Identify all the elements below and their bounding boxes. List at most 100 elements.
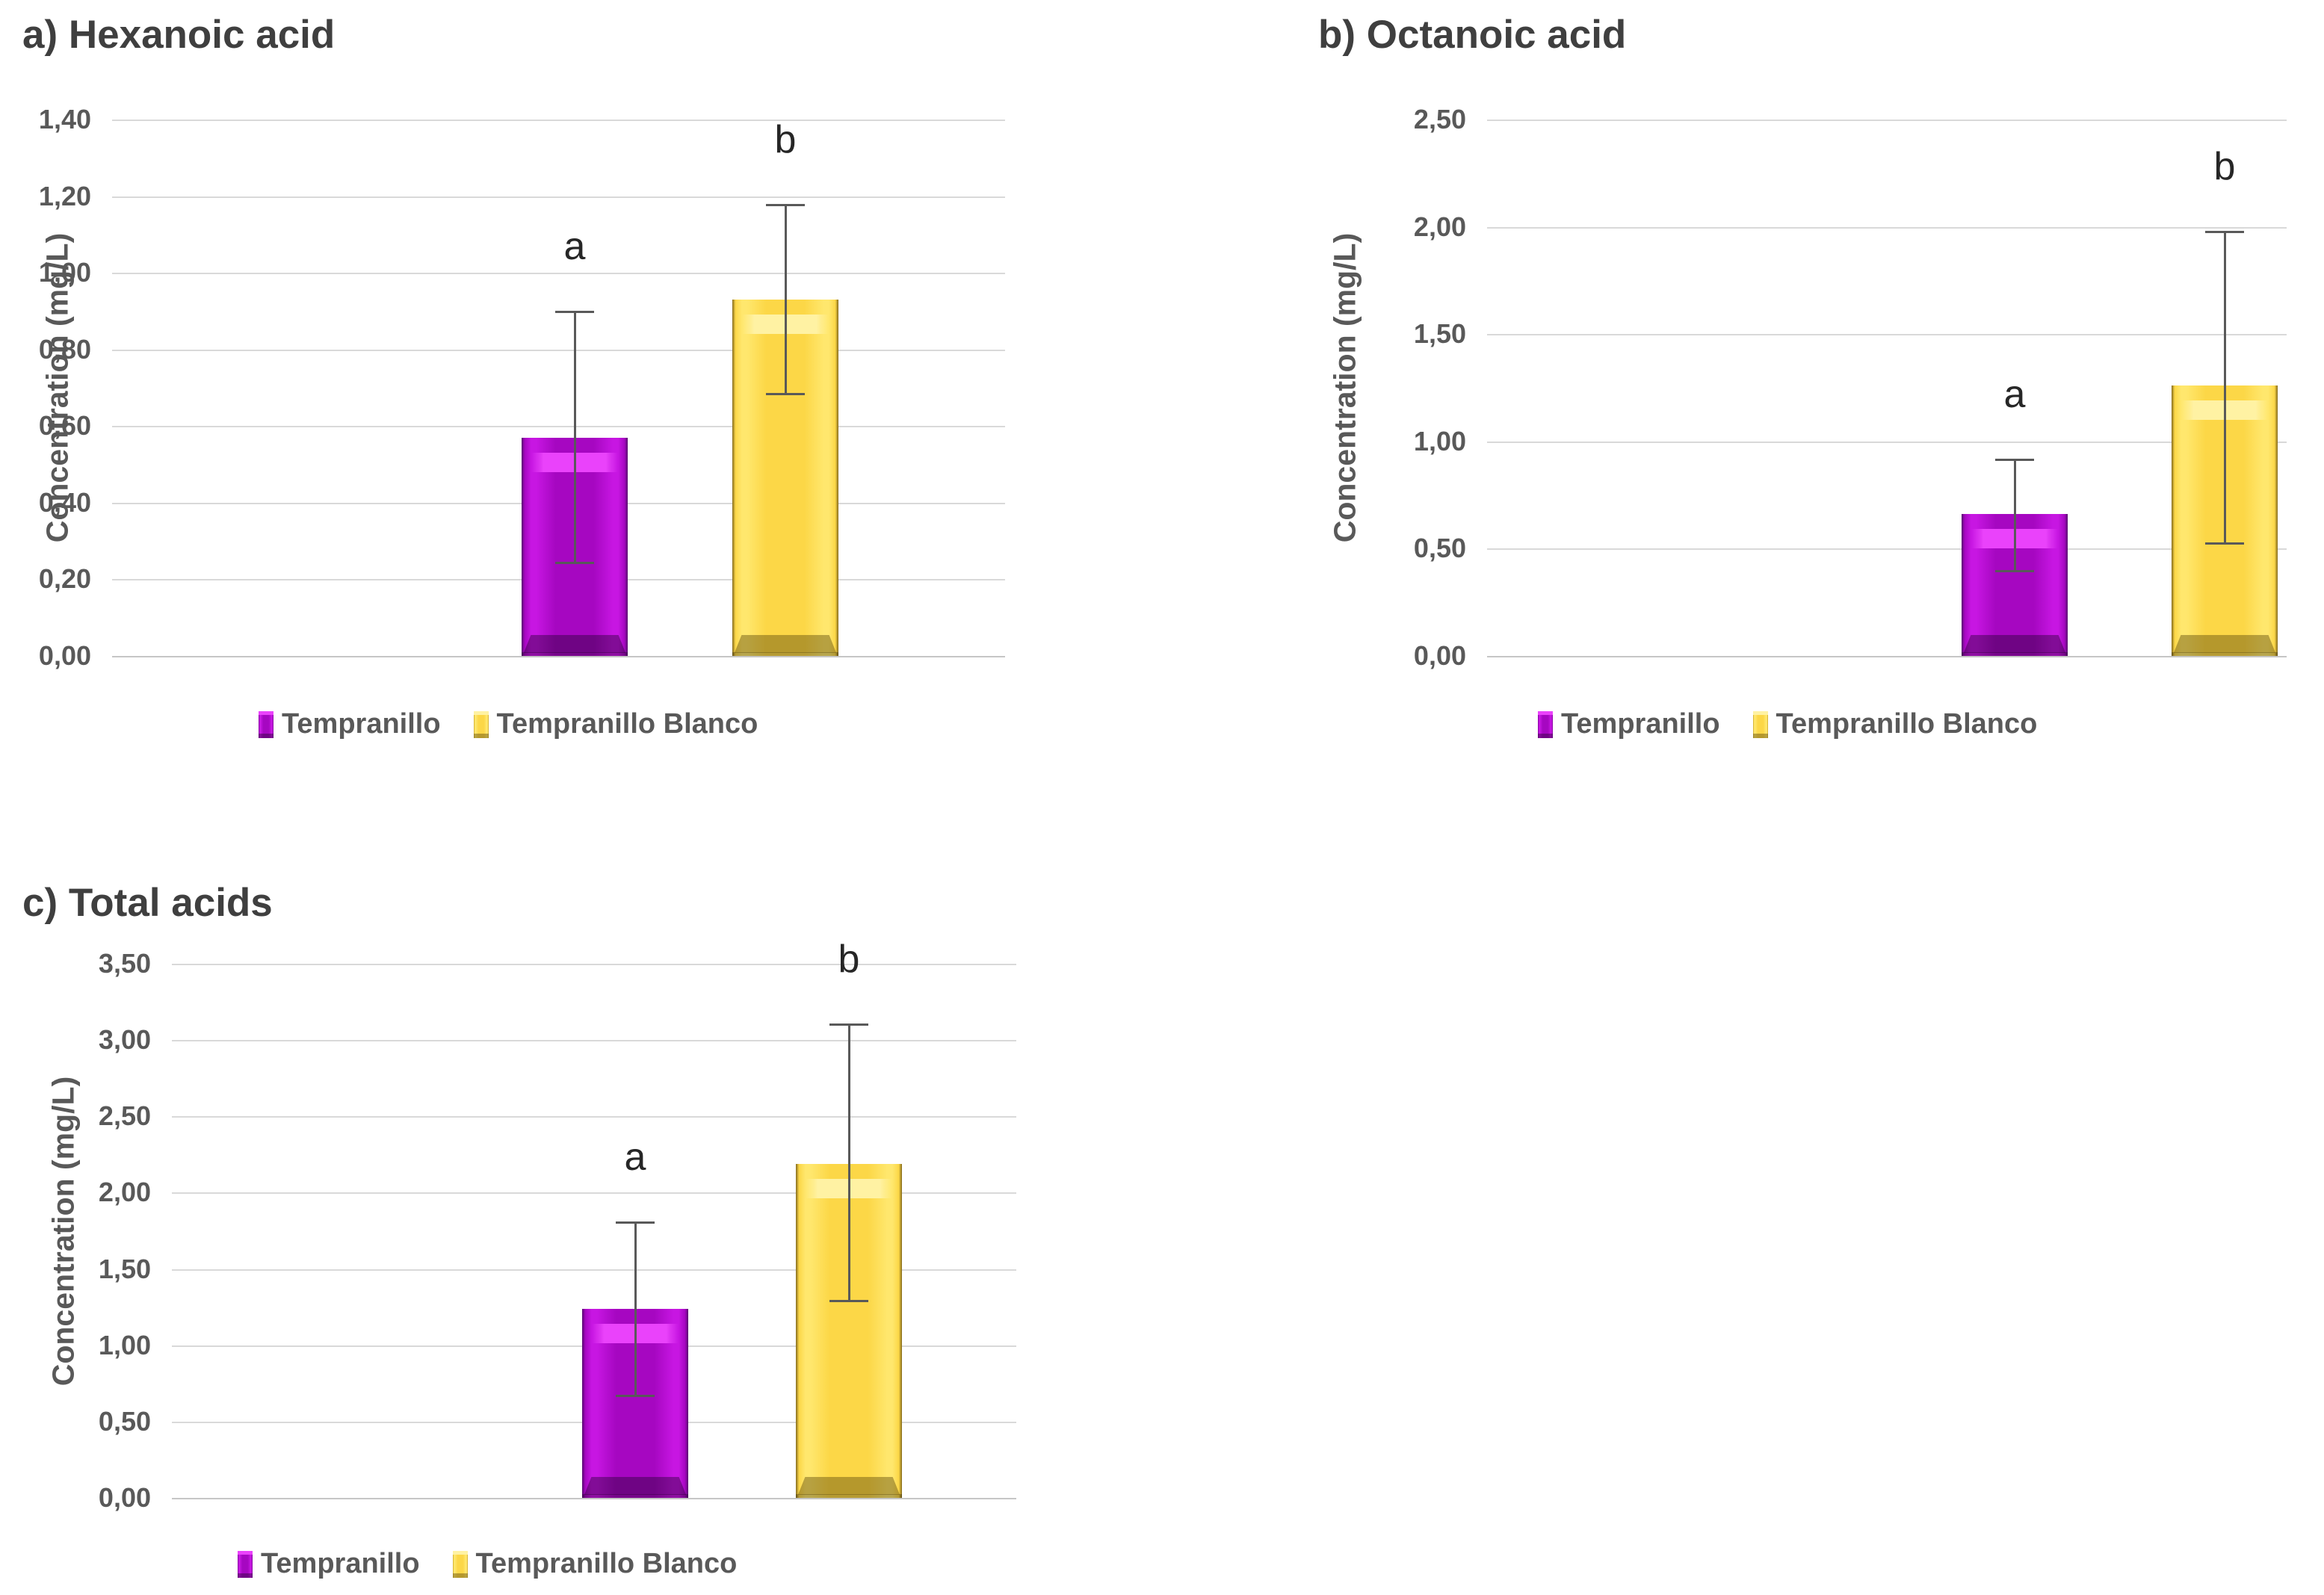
chart-title-a: a) Hexanoic acid	[22, 13, 336, 57]
legend-swatch-tempranillo_blanco	[473, 710, 489, 738]
gridline	[112, 273, 1005, 275]
error-bar	[2205, 231, 2244, 545]
y-tick-label: 1,40	[38, 104, 91, 134]
error-bar-cap-bottom	[616, 1395, 655, 1398]
y-tick-label: 0,20	[38, 563, 91, 595]
legend-item-tempranillo: Tempranillo	[238, 1548, 420, 1580]
y-tick-label: 0,00	[38, 640, 91, 671]
error-bar-cap-top	[2205, 231, 2244, 234]
legend-swatch-tempranillo	[1538, 710, 1553, 738]
error-bar-cap-top	[616, 1221, 655, 1224]
error-bar-line	[573, 311, 576, 564]
gridline	[112, 349, 1005, 351]
gridline	[172, 1040, 1016, 1042]
y-tick-label: 3,00	[98, 1024, 151, 1056]
legend-swatch-tempranillo	[259, 710, 273, 738]
legend: Tempranillo Tempranillo Blanco	[1538, 708, 2037, 740]
error-bar-cap-top	[829, 1023, 868, 1026]
legend-swatch-tempranillo	[238, 1550, 253, 1578]
y-tick-label: 0,60	[38, 410, 91, 442]
y-tick-label: 0,00	[98, 1482, 151, 1513]
error-bar-cap-bottom	[555, 561, 594, 564]
y-tick-label: 2,00	[1413, 211, 1466, 242]
legend-label: Tempranillo Blanco	[496, 708, 758, 740]
error-bar-line	[2223, 231, 2226, 545]
legend: Tempranillo Tempranillo Blanco	[238, 1548, 737, 1580]
legend-swatch-tempranillo_blanco	[452, 1550, 468, 1578]
error-bar	[766, 203, 805, 396]
legend-item-tempranillo_blanco: Tempranillo Blanco	[473, 708, 758, 740]
bar-tempranillo_blanco	[796, 1163, 902, 1498]
gridline	[172, 1269, 1016, 1271]
gridline	[112, 196, 1005, 198]
gridline	[112, 656, 1005, 657]
gridline	[172, 1192, 1016, 1195]
y-tick-label: 2,50	[1413, 104, 1466, 134]
y-tick-label: 0,00	[1413, 640, 1466, 671]
error-bar-line	[2013, 458, 2016, 572]
error-bar-line	[784, 203, 787, 396]
bar-bottom-shade	[584, 1476, 687, 1495]
legend-item-tempranillo_blanco: Tempranillo Blanco	[452, 1548, 738, 1580]
significance-letter: b	[838, 937, 860, 981]
error-bar-line	[847, 1023, 850, 1303]
significance-letter: a	[2003, 372, 2026, 416]
gridline	[1487, 334, 2287, 336]
error-bar-line	[634, 1221, 637, 1398]
y-tick-label: 0,50	[98, 1405, 151, 1437]
y-tick-label: 1,50	[98, 1253, 151, 1284]
legend-item-tempranillo: Tempranillo	[1538, 708, 1720, 740]
y-tick-label: 1,00	[38, 257, 91, 288]
y-axis-label: Concentration (mg/L)	[1327, 232, 1362, 543]
chart-panel-b: b) Octanoic acid Concentration (mg/L) a b 0,…	[1240, 7, 2320, 781]
chart-panel-c: c) Total acids Concentration (mg/L) a b 0,00…	[22, 867, 1069, 1595]
y-tick-label: 1,50	[1413, 318, 1466, 350]
bar-bottom-shade	[2173, 634, 2276, 653]
y-tick-label: 0,80	[38, 333, 91, 365]
gridline	[172, 1116, 1016, 1118]
error-bar-cap-top	[555, 311, 594, 314]
error-bar-cap-bottom	[1995, 569, 2034, 572]
significance-letter: a	[624, 1136, 646, 1180]
legend-label: Tempranillo	[1561, 708, 1720, 740]
legend-label: Tempranillo Blanco	[475, 1548, 738, 1579]
y-tick-label: 3,50	[98, 948, 151, 979]
gridline	[172, 1498, 1016, 1499]
legend-label: Tempranillo	[282, 708, 441, 740]
legend-label: Tempranillo	[261, 1548, 420, 1579]
y-tick-label: 1,20	[38, 180, 91, 211]
y-tick-label: 2,50	[98, 1100, 151, 1132]
y-tick-label: 0,50	[1413, 533, 1466, 564]
significance-letter: a	[563, 225, 586, 269]
gridline	[1487, 226, 2287, 229]
legend-item-tempranillo_blanco: Tempranillo Blanco	[1752, 708, 2038, 740]
y-tick-label: 2,00	[98, 1177, 151, 1208]
legend-item-tempranillo: Tempranillo	[259, 708, 441, 740]
gridline	[1487, 120, 2287, 121]
chart-title-b: b) Octanoic acid	[1318, 13, 1627, 57]
y-tick-label: 1,00	[98, 1329, 151, 1360]
error-bar	[829, 1023, 868, 1303]
error-bar-cap-bottom	[766, 393, 805, 396]
error-bar-cap-top	[1995, 458, 2034, 461]
error-bar-cap-top	[766, 203, 805, 206]
bar-bottom-shade	[1963, 634, 2066, 653]
gridline	[112, 120, 1005, 121]
gridline	[1487, 441, 2287, 443]
error-bar-cap-bottom	[2205, 542, 2244, 545]
legend: Tempranillo Tempranillo Blanco	[259, 708, 758, 740]
gridline	[112, 426, 1005, 428]
significance-letter: b	[2213, 145, 2236, 189]
gridline	[1487, 548, 2287, 551]
y-tick-label: 0,40	[38, 486, 91, 518]
chart-title-c: c) Total acids	[22, 881, 273, 925]
error-bar	[616, 1221, 655, 1398]
bar-bottom-shade	[734, 634, 837, 653]
legend-label: Tempranillo Blanco	[1776, 708, 2038, 740]
legend-swatch-tempranillo_blanco	[1752, 710, 1768, 738]
chart-panel-a: a) Hexanoic acid Concentration (mg/L) a b 0,…	[22, 7, 1069, 781]
significance-letter: b	[774, 117, 797, 161]
